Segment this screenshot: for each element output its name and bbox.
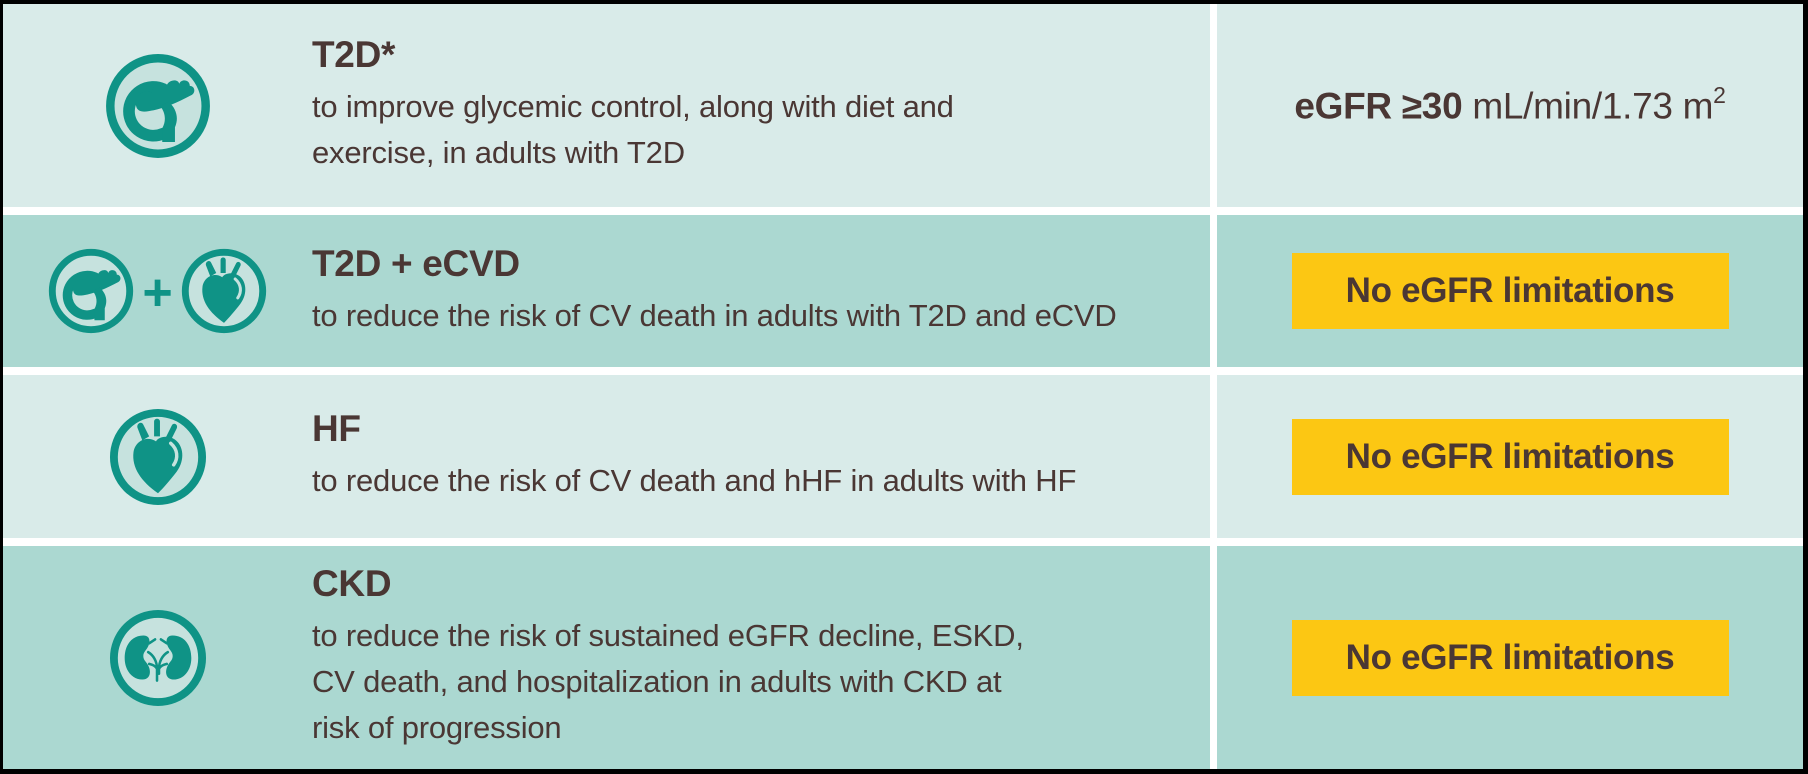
ckd-icon-group — [3, 609, 312, 707]
heart-icon — [109, 408, 206, 505]
ckd-description-line: CV death, and hospitalization in adults … — [312, 664, 1002, 699]
pancreas-icon — [49, 248, 134, 334]
t2d-text-block: T2D* to improve glycemic control, along w… — [312, 35, 1210, 176]
ckd-description-line: risk of progression — [312, 710, 562, 745]
ckd-title: CKD — [312, 563, 392, 604]
egfr-cell-hf: No eGFR limitations — [1217, 375, 1803, 538]
no-egfr-limitations-badge: No eGFR limitations — [1291, 619, 1729, 696]
indication-cell-t2d: T2D* to improve glycemic control, along w… — [3, 4, 1210, 207]
t2d-ecvd-title: T2D + eCVD — [312, 242, 520, 284]
hf-title: HF — [312, 408, 361, 449]
t2d-ecvd-icon-group: + — [3, 248, 312, 334]
indication-row-t2d: T2D* to improve glycemic control, along w… — [3, 4, 1803, 207]
pancreas-icon — [105, 53, 210, 158]
kidneys-icon — [109, 609, 206, 706]
no-egfr-limitations-badge: No eGFR limitations — [1291, 253, 1729, 329]
egfr-value-unit: mL/min/1.73 m — [1462, 85, 1714, 127]
egfr-value-bold: eGFR ≥30 — [1294, 85, 1463, 127]
no-egfr-limitations-badge: No eGFR limitations — [1291, 418, 1729, 495]
indication-cell-t2d-ecvd: + T2D + eCVD to reduce the risk of CV dea… — [3, 215, 1210, 367]
indication-row-hf: HF to reduce the risk of CV death and hHF… — [3, 375, 1803, 538]
egfr-cell-t2d: eGFR ≥30 mL/min/1.73 m2 — [1217, 4, 1803, 207]
hf-text-block: HF to reduce the risk of CV death and hHF… — [312, 409, 1210, 504]
egfr-value-superscript: 2 — [1713, 81, 1726, 108]
hf-description-line: to reduce the risk of CV death and hHF i… — [312, 463, 1077, 498]
t2d-ecvd-description-line: to reduce the risk of CV death in adults… — [312, 297, 1117, 333]
t2d-ecvd-text-block: T2D + eCVD to reduce the risk of CV death… — [312, 242, 1210, 339]
t2d-description-line: exercise, in adults with T2D — [312, 135, 685, 170]
ckd-text-block: CKD to reduce the risk of sustained eGFR … — [312, 564, 1210, 751]
indication-cell-hf: HF to reduce the risk of CV death and hHF… — [3, 375, 1210, 538]
indication-row-ckd: CKD to reduce the risk of sustained eGFR … — [3, 546, 1803, 769]
indications-table: T2D* to improve glycemic control, along w… — [3, 4, 1803, 769]
egfr-cell-t2d-ecvd: No eGFR limitations — [1217, 215, 1803, 367]
t2d-title: T2D* — [312, 34, 396, 75]
egfr-value: eGFR ≥30 mL/min/1.73 m2 — [1294, 81, 1726, 127]
egfr-cell-ckd: No eGFR limitations — [1217, 546, 1803, 769]
indication-cell-ckd: CKD to reduce the risk of sustained eGFR … — [3, 546, 1210, 769]
t2d-description-line: to improve glycemic control, along with … — [312, 89, 954, 124]
heart-icon — [181, 248, 266, 334]
t2d-icon-group — [3, 53, 312, 159]
plus-icon: + — [142, 264, 173, 322]
ckd-description-line: to reduce the risk of sustained eGFR dec… — [312, 618, 1024, 653]
hf-icon-group — [3, 408, 312, 506]
indication-row-t2d-ecvd: + T2D + eCVD to reduce the risk of CV dea… — [3, 215, 1803, 367]
